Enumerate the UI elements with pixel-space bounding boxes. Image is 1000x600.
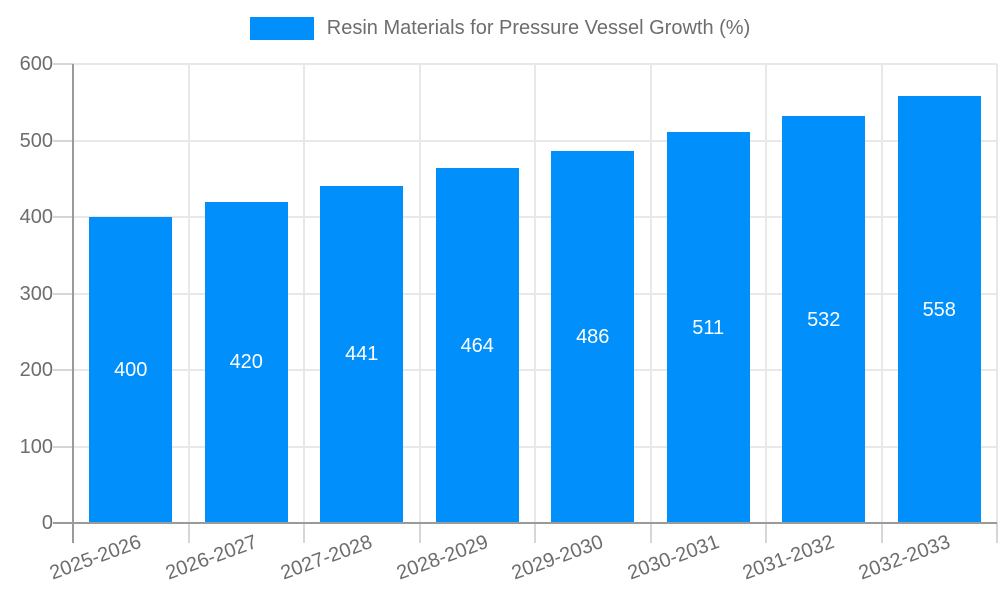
legend[interactable]: Resin Materials for Pressure Vessel Grow… (0, 17, 1000, 40)
bar[interactable] (782, 116, 866, 523)
bar[interactable] (89, 217, 173, 523)
bar[interactable] (897, 96, 981, 523)
x-axis-tick-label: 2029-2030 (508, 531, 607, 585)
y-axis-tick (53, 445, 73, 448)
x-axis-tick-label: 2028-2029 (393, 531, 491, 585)
x-axis-tick (418, 523, 421, 543)
x-axis-tick (187, 523, 190, 543)
x-axis-tick (880, 523, 883, 543)
y-axis-tick-label: 200 (19, 359, 53, 381)
y-axis-tick (53, 369, 73, 371)
x-axis-tick (765, 523, 767, 543)
x-axis-tick (534, 523, 536, 543)
y-axis-tick-label: 500 (19, 129, 53, 152)
bar[interactable] (320, 185, 404, 523)
x-axis-tick-label: 2026-2027 (162, 531, 260, 585)
x-axis-tick-label: 2032-2033 (855, 531, 953, 585)
x-axis-tick-label: 2025-2026 (46, 531, 145, 585)
x-axis-tick (303, 523, 305, 543)
x-gridline (765, 64, 767, 523)
y-axis-tick (53, 139, 73, 142)
y-axis-tick (53, 63, 73, 65)
x-axis-tick (996, 523, 998, 543)
x-gridline (996, 64, 998, 523)
x-gridline (303, 64, 305, 523)
x-gridline (880, 64, 883, 523)
x-gridline (418, 64, 421, 523)
x-gridline (534, 64, 536, 523)
y-axis-tick-label: 300 (19, 282, 53, 305)
x-gridline (649, 64, 652, 523)
x-axis-tick-label: 2030-2031 (624, 531, 722, 585)
bar[interactable] (551, 151, 635, 523)
y-axis-tick-label: 0 (41, 512, 53, 534)
x-gridline (187, 64, 190, 523)
y-axis-line (72, 64, 74, 543)
bar[interactable] (435, 168, 519, 523)
x-axis-tick (649, 523, 652, 543)
y-axis-tick (53, 292, 73, 295)
x-axis-line (53, 522, 997, 524)
y-axis-tick-label: 100 (19, 435, 53, 458)
x-axis-tick-label: 2027-2028 (277, 531, 376, 585)
y-axis-tick (53, 216, 73, 218)
x-axis-tick-label: 2031-2032 (739, 531, 838, 585)
bar[interactable] (666, 132, 750, 523)
y-axis-tick-label: 600 (19, 53, 53, 75)
legend-label: Resin Materials for Pressure Vessel Grow… (326, 17, 751, 39)
y-axis-tick-label: 400 (19, 206, 53, 228)
bar[interactable] (204, 201, 288, 523)
legend-swatch (249, 17, 314, 40)
